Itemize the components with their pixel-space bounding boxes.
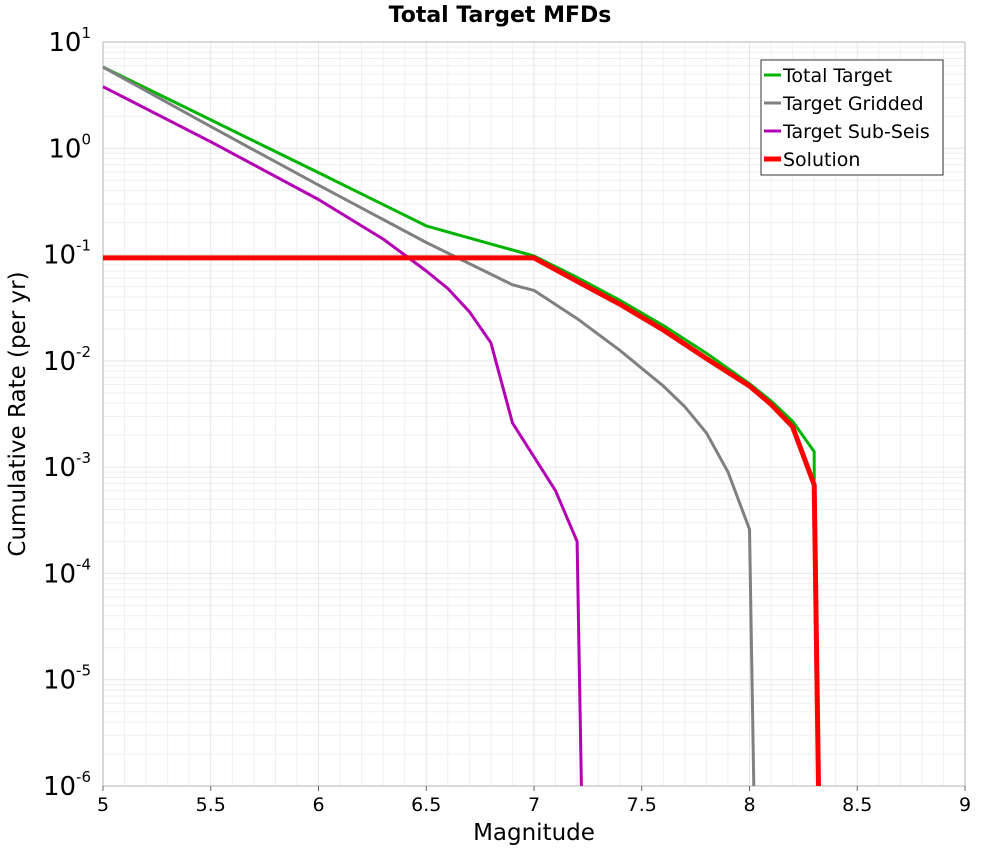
- legend-label: Total Target: [782, 65, 892, 87]
- y-tick-base: 10-4: [43, 555, 91, 589]
- y-tick-base: 10-2: [43, 343, 91, 377]
- x-tick-label: 6.5: [411, 794, 441, 816]
- legend: Total Target Target Gridded Target Sub-Sei…: [760, 59, 944, 176]
- y-tick-label: 100: [48, 130, 91, 164]
- series-line-solution: [103, 255, 821, 787]
- y-tick-base: 10-1: [43, 237, 91, 271]
- series-line-target-sub-seis: [102, 85, 583, 787]
- y-tick-base: 10-5: [43, 662, 91, 696]
- x-tick-label: 8: [743, 794, 755, 816]
- y-tick-label: 101: [48, 24, 91, 58]
- legend-label: Solution: [783, 149, 860, 171]
- y-tick-base: 101: [48, 24, 91, 58]
- series-layer: [102, 65, 821, 787]
- x-tick-label: 5.5: [196, 794, 226, 816]
- y-tick-label: 10-1: [43, 237, 91, 271]
- y-tick-base: 100: [48, 130, 91, 164]
- y-tick-label: 10-6: [43, 768, 91, 802]
- x-ticks: 5 5.5 6 6.5 7 7.5 8 8.5 9: [97, 786, 971, 816]
- y-tick-label: 10-5: [43, 662, 91, 696]
- legend-label: Target Sub-Seis: [782, 121, 930, 143]
- y-tick-label: 10-2: [43, 343, 91, 377]
- x-tick-label: 8.5: [842, 794, 872, 816]
- y-tick-base: 10-3: [43, 449, 91, 483]
- x-axis-label: Magnitude: [473, 820, 595, 846]
- x-tick-label: 7: [528, 794, 540, 816]
- y-tick-base: 10-6: [43, 768, 91, 802]
- legend-label: Target Gridded: [782, 93, 924, 115]
- y-axis-label: Cumulative Rate (per yr): [5, 271, 31, 556]
- legend-box: [760, 59, 944, 176]
- x-tick-label: 5: [97, 794, 109, 816]
- x-tick-label: 9: [959, 794, 971, 816]
- y-tick-label: 10-3: [43, 449, 91, 483]
- y-tick-label: 10-4: [43, 555, 91, 589]
- x-tick-label: 7.5: [627, 794, 657, 816]
- series-line-target-gridded: [102, 65, 756, 787]
- x-tick-label: 6: [312, 794, 324, 816]
- chart-title: Total Target MFDs: [389, 3, 612, 28]
- y-ticks: 101 100 10-1 10-2 10-3 10-4 10-5 10-6: [43, 24, 91, 802]
- series-line-total-target: [102, 65, 816, 481]
